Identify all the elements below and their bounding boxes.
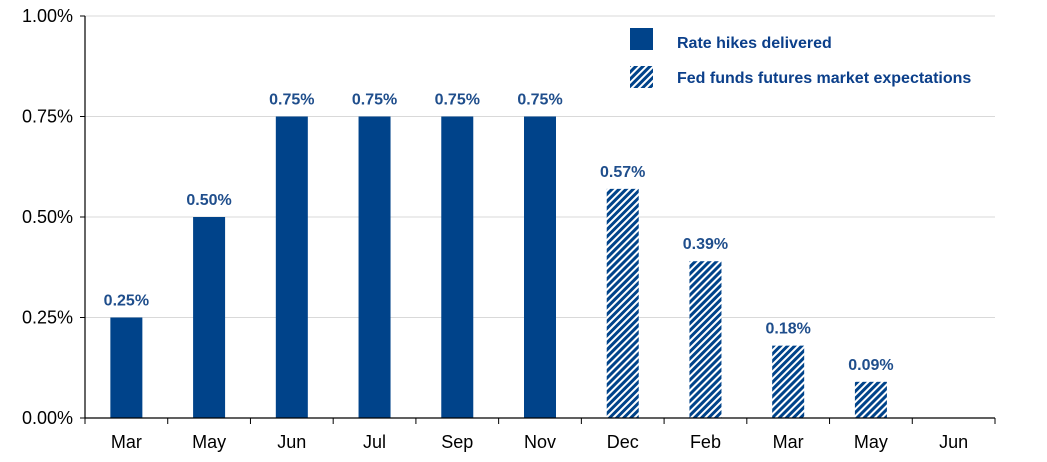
- bars: [110, 116, 887, 418]
- bar-delivered: [110, 317, 143, 418]
- data-label: 0.25%: [104, 293, 149, 310]
- data-label: 0.39%: [683, 236, 728, 253]
- x-tick-label: Jul: [363, 432, 386, 452]
- legend-swatch-hatched: [630, 66, 653, 88]
- y-tick-label: 0.75%: [22, 107, 73, 127]
- y-tick-label: 0.00%: [22, 408, 73, 428]
- x-tick-label: Dec: [607, 432, 639, 452]
- bar-expectation: [854, 381, 887, 418]
- x-tick-label: May: [854, 432, 888, 452]
- y-tick-label: 1.00%: [22, 6, 73, 26]
- x-tick-label: Mar: [773, 432, 804, 452]
- bar-expectation: [606, 188, 639, 418]
- y-tick-label: 0.50%: [22, 207, 73, 227]
- data-labels: 0.25% 0.50% 0.75% 0.75% 0.75% 0.75% 0.57% 0.39%…: [104, 92, 894, 374]
- x-tick-label: Nov: [524, 432, 556, 452]
- legend: Rate hikes delivered Fed funds futures m…: [630, 28, 971, 88]
- data-label: 0.75%: [352, 92, 397, 109]
- legend-label-futures-expectations: Fed funds futures market expectations: [677, 70, 971, 87]
- x-tick-label: Sep: [441, 432, 473, 452]
- legend-swatch-solid: [630, 28, 653, 50]
- tick-labels: 0.00% 0.25% 0.50% 0.75% 1.00% Mar May Jun Jul Sep…: [22, 6, 968, 452]
- x-tick-label: Jun: [939, 432, 968, 452]
- data-label: 0.50%: [186, 192, 231, 209]
- x-tick-label: Feb: [690, 432, 721, 452]
- bar-delivered: [441, 116, 474, 418]
- bar-delivered: [193, 217, 226, 418]
- bar-expectation: [772, 345, 805, 418]
- data-label: 0.75%: [517, 92, 562, 109]
- data-label: 0.75%: [435, 92, 480, 109]
- data-label: 0.75%: [269, 92, 314, 109]
- bar-expectation: [689, 261, 722, 418]
- x-tick-label: Jun: [277, 432, 306, 452]
- axes: [80, 15, 996, 424]
- bar-delivered: [358, 116, 391, 418]
- data-label: 0.57%: [600, 164, 645, 181]
- y-tick-label: 0.25%: [22, 308, 73, 328]
- x-tick-label: May: [192, 432, 226, 452]
- x-tick-label: Mar: [111, 432, 142, 452]
- bar-delivered: [524, 116, 556, 418]
- bar-delivered: [275, 116, 308, 418]
- data-label: 0.09%: [848, 357, 893, 374]
- legend-label-rate-hikes: Rate hikes delivered: [677, 35, 832, 52]
- data-label: 0.18%: [765, 321, 810, 338]
